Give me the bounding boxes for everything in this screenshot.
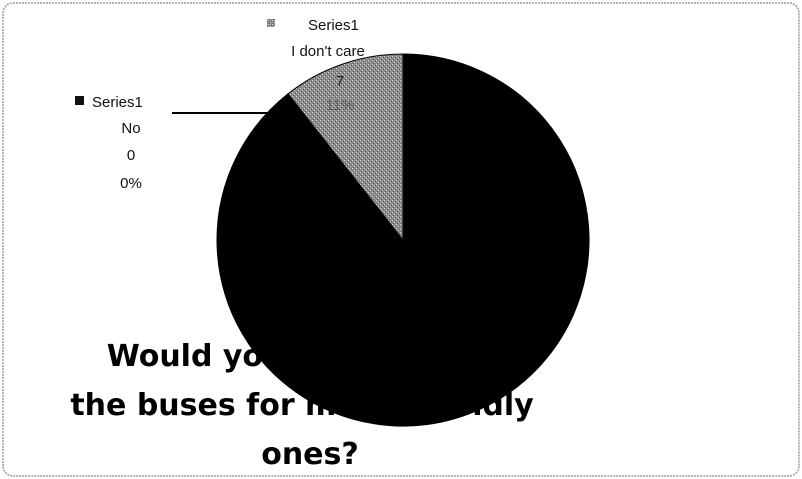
data-label-dont-care-value: 7 — [336, 73, 344, 90]
data-label-no-category: No — [121, 120, 140, 137]
chart-title: Would you like to change the buses for m… — [70, 339, 534, 472]
data-label-dont-care-series: Series1 — [308, 17, 359, 34]
data-label-no-series: Series1 — [92, 94, 143, 111]
data-label-no-percent: 0% — [120, 175, 142, 192]
data-label-dont-care-category: I don't care — [291, 43, 365, 60]
chart-title-line-3: ones? — [261, 437, 359, 472]
chart-title-line-1: Would you like to change — [107, 339, 534, 374]
data-label-dont-care-percent: 11% — [326, 97, 355, 114]
chart-title-line-2: the buses for more friendly — [70, 388, 534, 423]
legend-key-dont-care — [267, 19, 275, 27]
legend-key-no — [75, 96, 84, 105]
data-label-no-value: 0 — [127, 147, 135, 164]
data-label-no: Series1 No 0 0% — [75, 94, 143, 192]
